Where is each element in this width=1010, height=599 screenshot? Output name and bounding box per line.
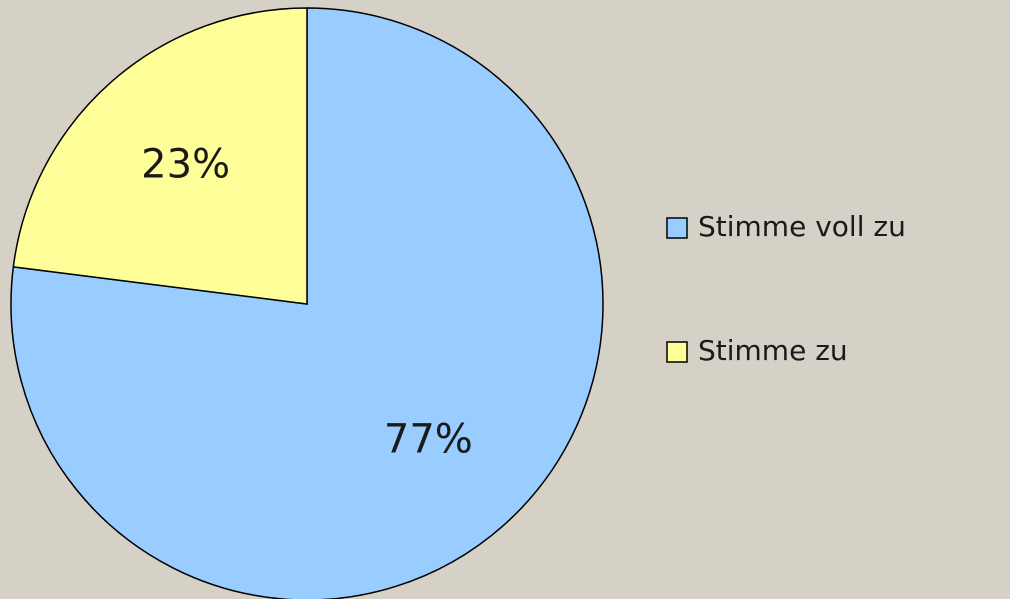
pie-slice: [12, 7, 308, 305]
legend-swatch: [666, 341, 688, 363]
legend-swatch: [666, 217, 688, 239]
data-label: 23%: [141, 141, 230, 187]
pie-slice: [10, 7, 604, 599]
legend-label: Stimme zu: [698, 334, 848, 367]
data-label: 77%: [384, 417, 473, 463]
legend-label: Stimme voll zu: [698, 210, 906, 243]
